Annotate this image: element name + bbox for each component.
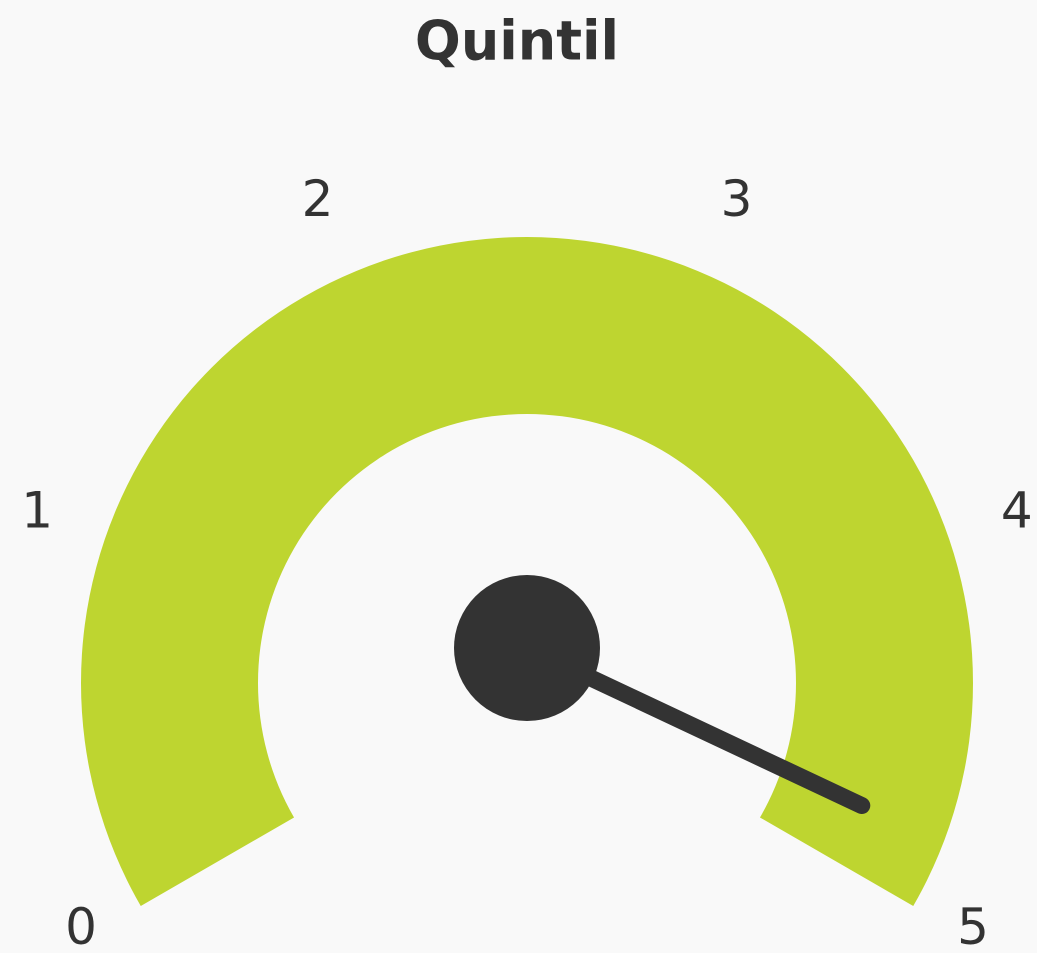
tick-label: 4 bbox=[1001, 481, 1033, 539]
tick-label: 3 bbox=[721, 170, 753, 228]
tick-label: 5 bbox=[957, 898, 989, 953]
needle-hub bbox=[454, 575, 600, 721]
chart-title: Quintil bbox=[415, 10, 619, 73]
tick-label: 1 bbox=[21, 481, 53, 539]
tick-label: 0 bbox=[65, 898, 97, 953]
gauge-band bbox=[81, 237, 974, 907]
tick-label: 2 bbox=[302, 170, 334, 228]
